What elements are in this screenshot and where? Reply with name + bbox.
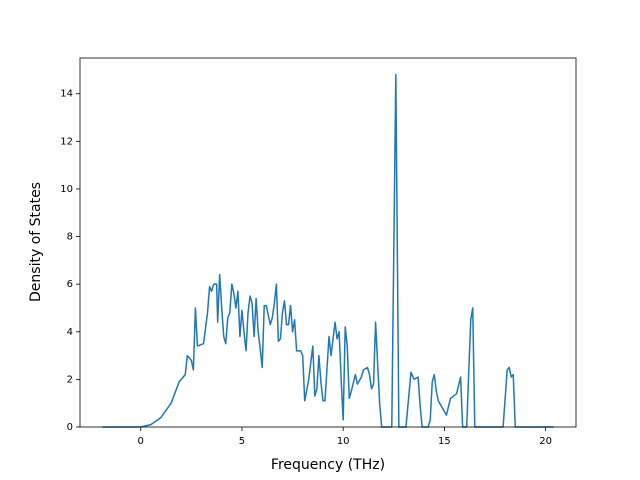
y-tick-label: 0 bbox=[67, 422, 73, 433]
y-tick-label: 8 bbox=[67, 232, 73, 243]
x-tick-label: 15 bbox=[438, 436, 451, 447]
y-tick-label: 14 bbox=[60, 89, 73, 100]
x-tick-label: 5 bbox=[239, 436, 245, 447]
plot-frame bbox=[79, 57, 577, 428]
y-tick-label: 10 bbox=[60, 184, 73, 195]
y-tick-label: 2 bbox=[67, 374, 73, 385]
y-axis-title: Density of States bbox=[28, 182, 44, 302]
y-tick-label: 6 bbox=[67, 279, 73, 290]
x-axis-title: Frequency (THz) bbox=[271, 457, 385, 473]
line bbox=[102, 73, 554, 428]
x-tick-label: 0 bbox=[138, 436, 144, 447]
y-tick-label: 12 bbox=[60, 136, 73, 147]
y-tick-label: 4 bbox=[67, 327, 73, 338]
x-tick-label: 20 bbox=[539, 436, 552, 447]
x-tick-label: 10 bbox=[337, 436, 350, 447]
